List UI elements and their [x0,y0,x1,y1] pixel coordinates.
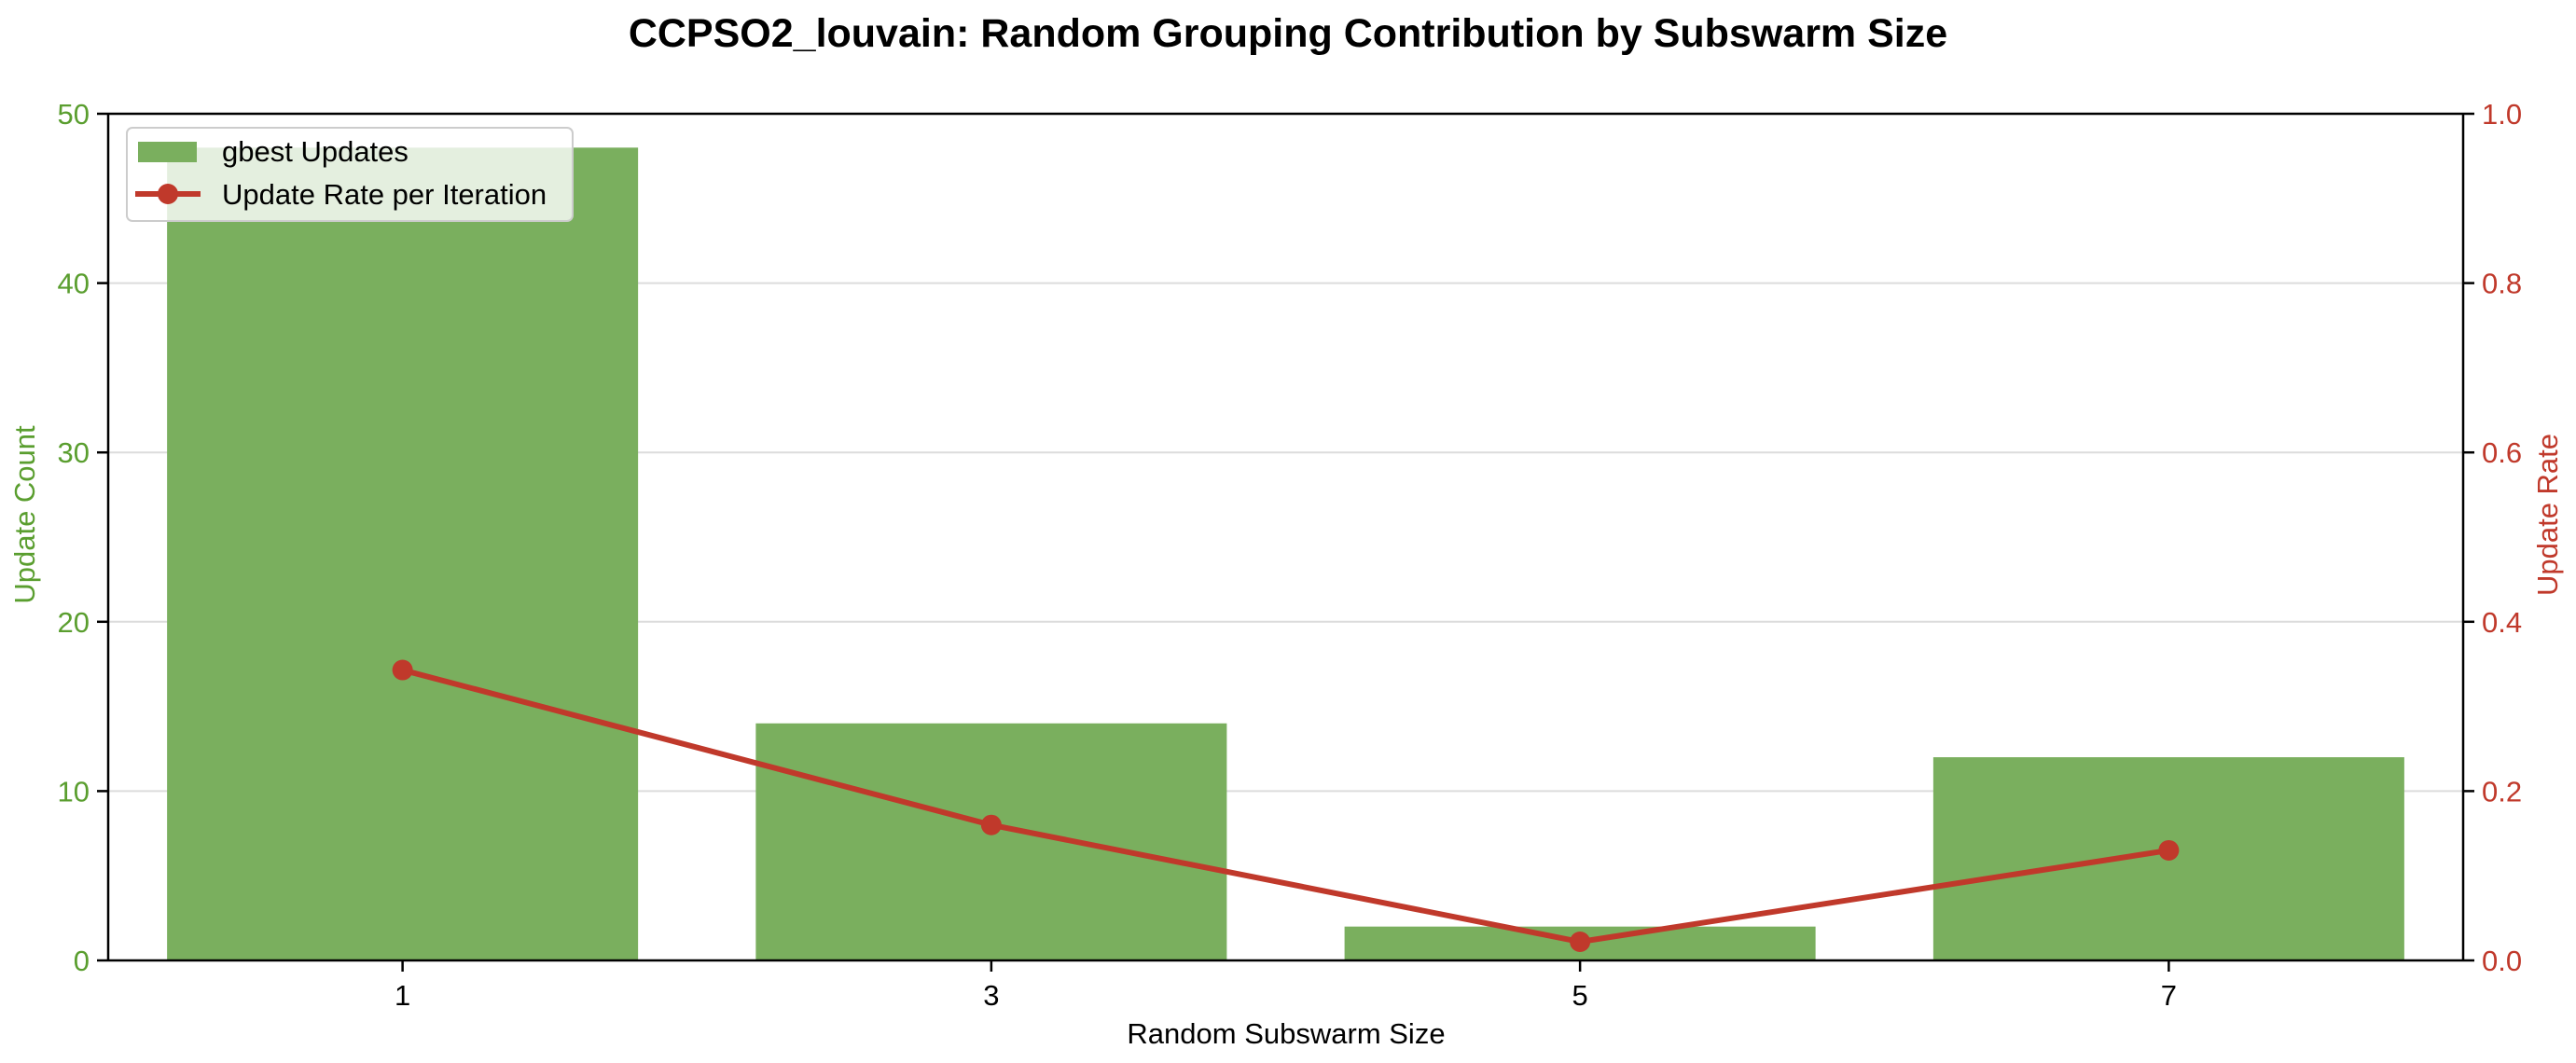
legend: gbest Updates Update Rate per Iteration [126,127,574,222]
legend-label-line: Update Rate per Iteration [222,178,547,211]
y-right-tick-label: 0.0 [2482,945,2522,977]
line-point [2158,839,2180,861]
y-left-tick-label: 10 [58,775,90,808]
y-left-tick-label: 0 [74,945,90,977]
y-left-tick-label: 20 [58,606,90,639]
y-axis-label-right: Update Rate [2531,434,2564,596]
x-axis-label: Random Subswarm Size [1127,1017,1445,1050]
legend-box [126,127,574,222]
line-point [392,659,413,681]
legend-swatch-marker [158,184,178,204]
legend-swatch-bar [138,142,197,162]
y-left-ticks: 0 10 20 30 40 50 [58,98,108,977]
bar [167,147,639,960]
series-line [401,667,2169,946]
y-right-tick-label: 0.6 [2482,436,2522,469]
bar-series [167,147,2404,960]
x-tick-label: 3 [983,979,999,1012]
legend-label-bar: gbest Updates [222,135,409,168]
x-ticks: 1 3 5 7 [395,960,2177,1012]
line-point [980,814,1002,835]
y-left-tick-label: 30 [58,436,90,469]
y-left-tick-label: 40 [58,268,90,300]
y-right-ticks: 0.0 0.2 0.4 0.6 0.8 1.0 [2463,98,2522,977]
line-series [392,659,2180,953]
x-tick-label: 1 [395,979,410,1012]
line-point [1570,932,1591,953]
y-right-tick-label: 0.4 [2482,606,2522,639]
x-tick-label: 7 [2161,979,2177,1012]
y-left-tick-label: 50 [58,98,90,131]
y-right-tick-label: 0.8 [2482,268,2522,300]
chart-title: CCPSO2_louvain: Random Grouping Contribu… [629,11,1947,56]
y-axis-label-left: Update Count [8,425,41,604]
bar [755,723,1227,960]
y-right-tick-label: 1.0 [2482,98,2522,131]
y-right-tick-label: 0.2 [2482,775,2522,808]
x-tick-label: 5 [1572,979,1588,1012]
axes [106,112,2465,962]
